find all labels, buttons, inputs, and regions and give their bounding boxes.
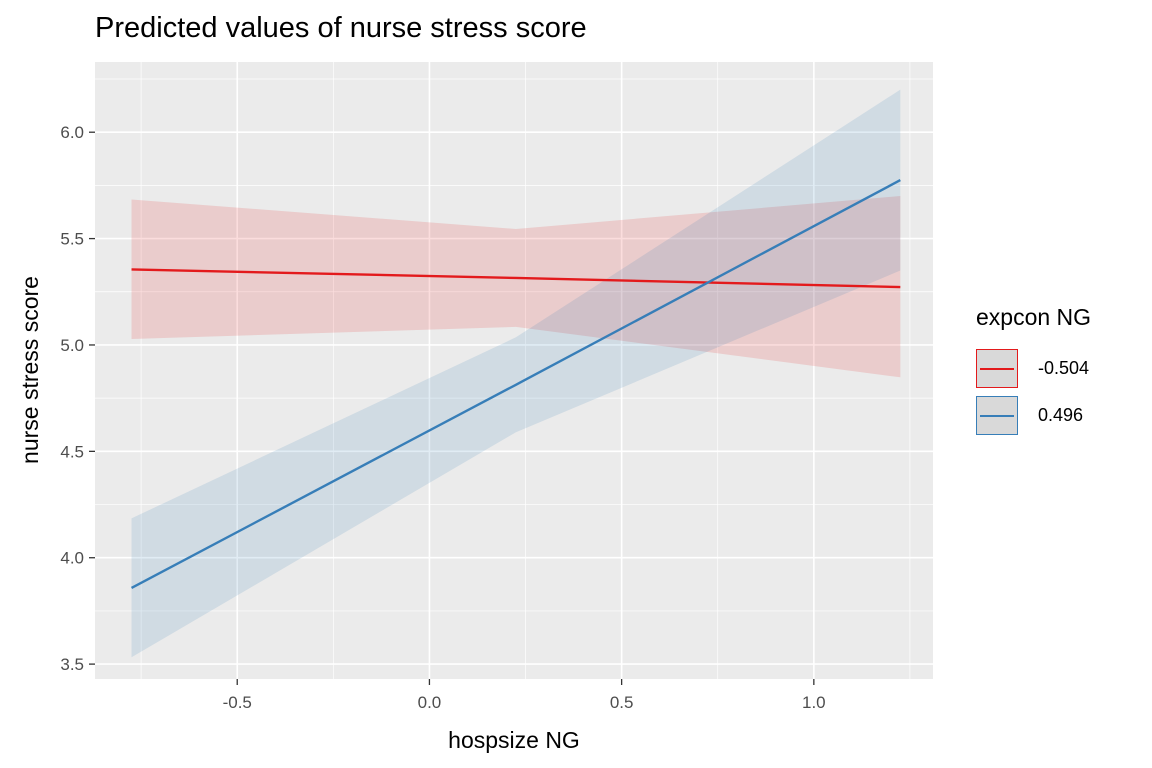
y-tick-label: 6.0	[60, 123, 84, 142]
prediction-lines	[130, 179, 901, 590]
legend-key-line	[980, 414, 1014, 417]
axis-ticks	[89, 131, 815, 685]
y-tick-label: 3.5	[60, 655, 84, 674]
y-tick-label: 5.5	[60, 230, 84, 249]
x-tick-labels: -0.5 0.0 0.5 1.0	[223, 693, 826, 712]
x-tick-label: 0.5	[610, 693, 634, 712]
legend-key-line	[980, 367, 1014, 370]
y-axis-title: nurse stress score	[17, 276, 43, 464]
y-tick-labels: 3.5 4.0 4.5 5.0 5.5 6.0	[60, 123, 84, 674]
y-tick-label: 4.5	[60, 442, 84, 461]
legend-key-blue	[976, 396, 1018, 435]
y-tick-label: 4.0	[60, 549, 84, 568]
chart-title: Predicted values of nurse stress score	[95, 12, 587, 44]
y-tick-label: 5.0	[60, 336, 84, 355]
x-tick-label: -0.5	[223, 693, 252, 712]
x-axis-title: hospsize NG	[448, 727, 580, 753]
x-tick-label: 0.0	[418, 693, 442, 712]
legend: expcon NG -0.504 0.496	[976, 304, 1146, 439]
series-line-blue	[130, 179, 901, 590]
legend-title: expcon NG	[976, 304, 1092, 330]
x-tick-label: 1.0	[802, 693, 826, 712]
major-gridlines	[95, 62, 933, 679]
legend-label: 0.496	[1038, 405, 1084, 425]
legend-label: -0.504	[1038, 358, 1090, 378]
confidence-ribbons	[131, 89, 901, 658]
legend-key-red	[976, 349, 1018, 388]
plot-panel-background	[95, 62, 933, 679]
series-line-red	[131, 268, 901, 289]
ci-ribbon-blue	[131, 89, 901, 658]
minor-gridlines	[95, 62, 933, 679]
legend-item: 0.496	[976, 392, 1146, 439]
legend-item: -0.504	[976, 345, 1146, 392]
ci-ribbon-red	[131, 196, 901, 378]
